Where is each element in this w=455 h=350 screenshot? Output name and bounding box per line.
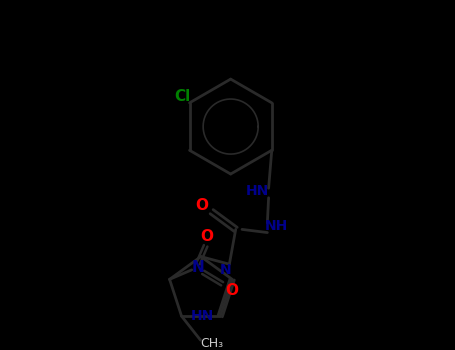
Text: O: O (225, 282, 238, 298)
Text: HN: HN (246, 184, 269, 198)
Text: CH₃: CH₃ (200, 337, 223, 350)
Text: HN: HN (191, 309, 214, 323)
Text: N: N (220, 263, 232, 277)
Text: NH: NH (265, 219, 288, 233)
Text: O: O (201, 229, 213, 244)
Text: N: N (192, 260, 204, 275)
Text: O: O (196, 198, 209, 213)
Text: Cl: Cl (174, 89, 190, 104)
